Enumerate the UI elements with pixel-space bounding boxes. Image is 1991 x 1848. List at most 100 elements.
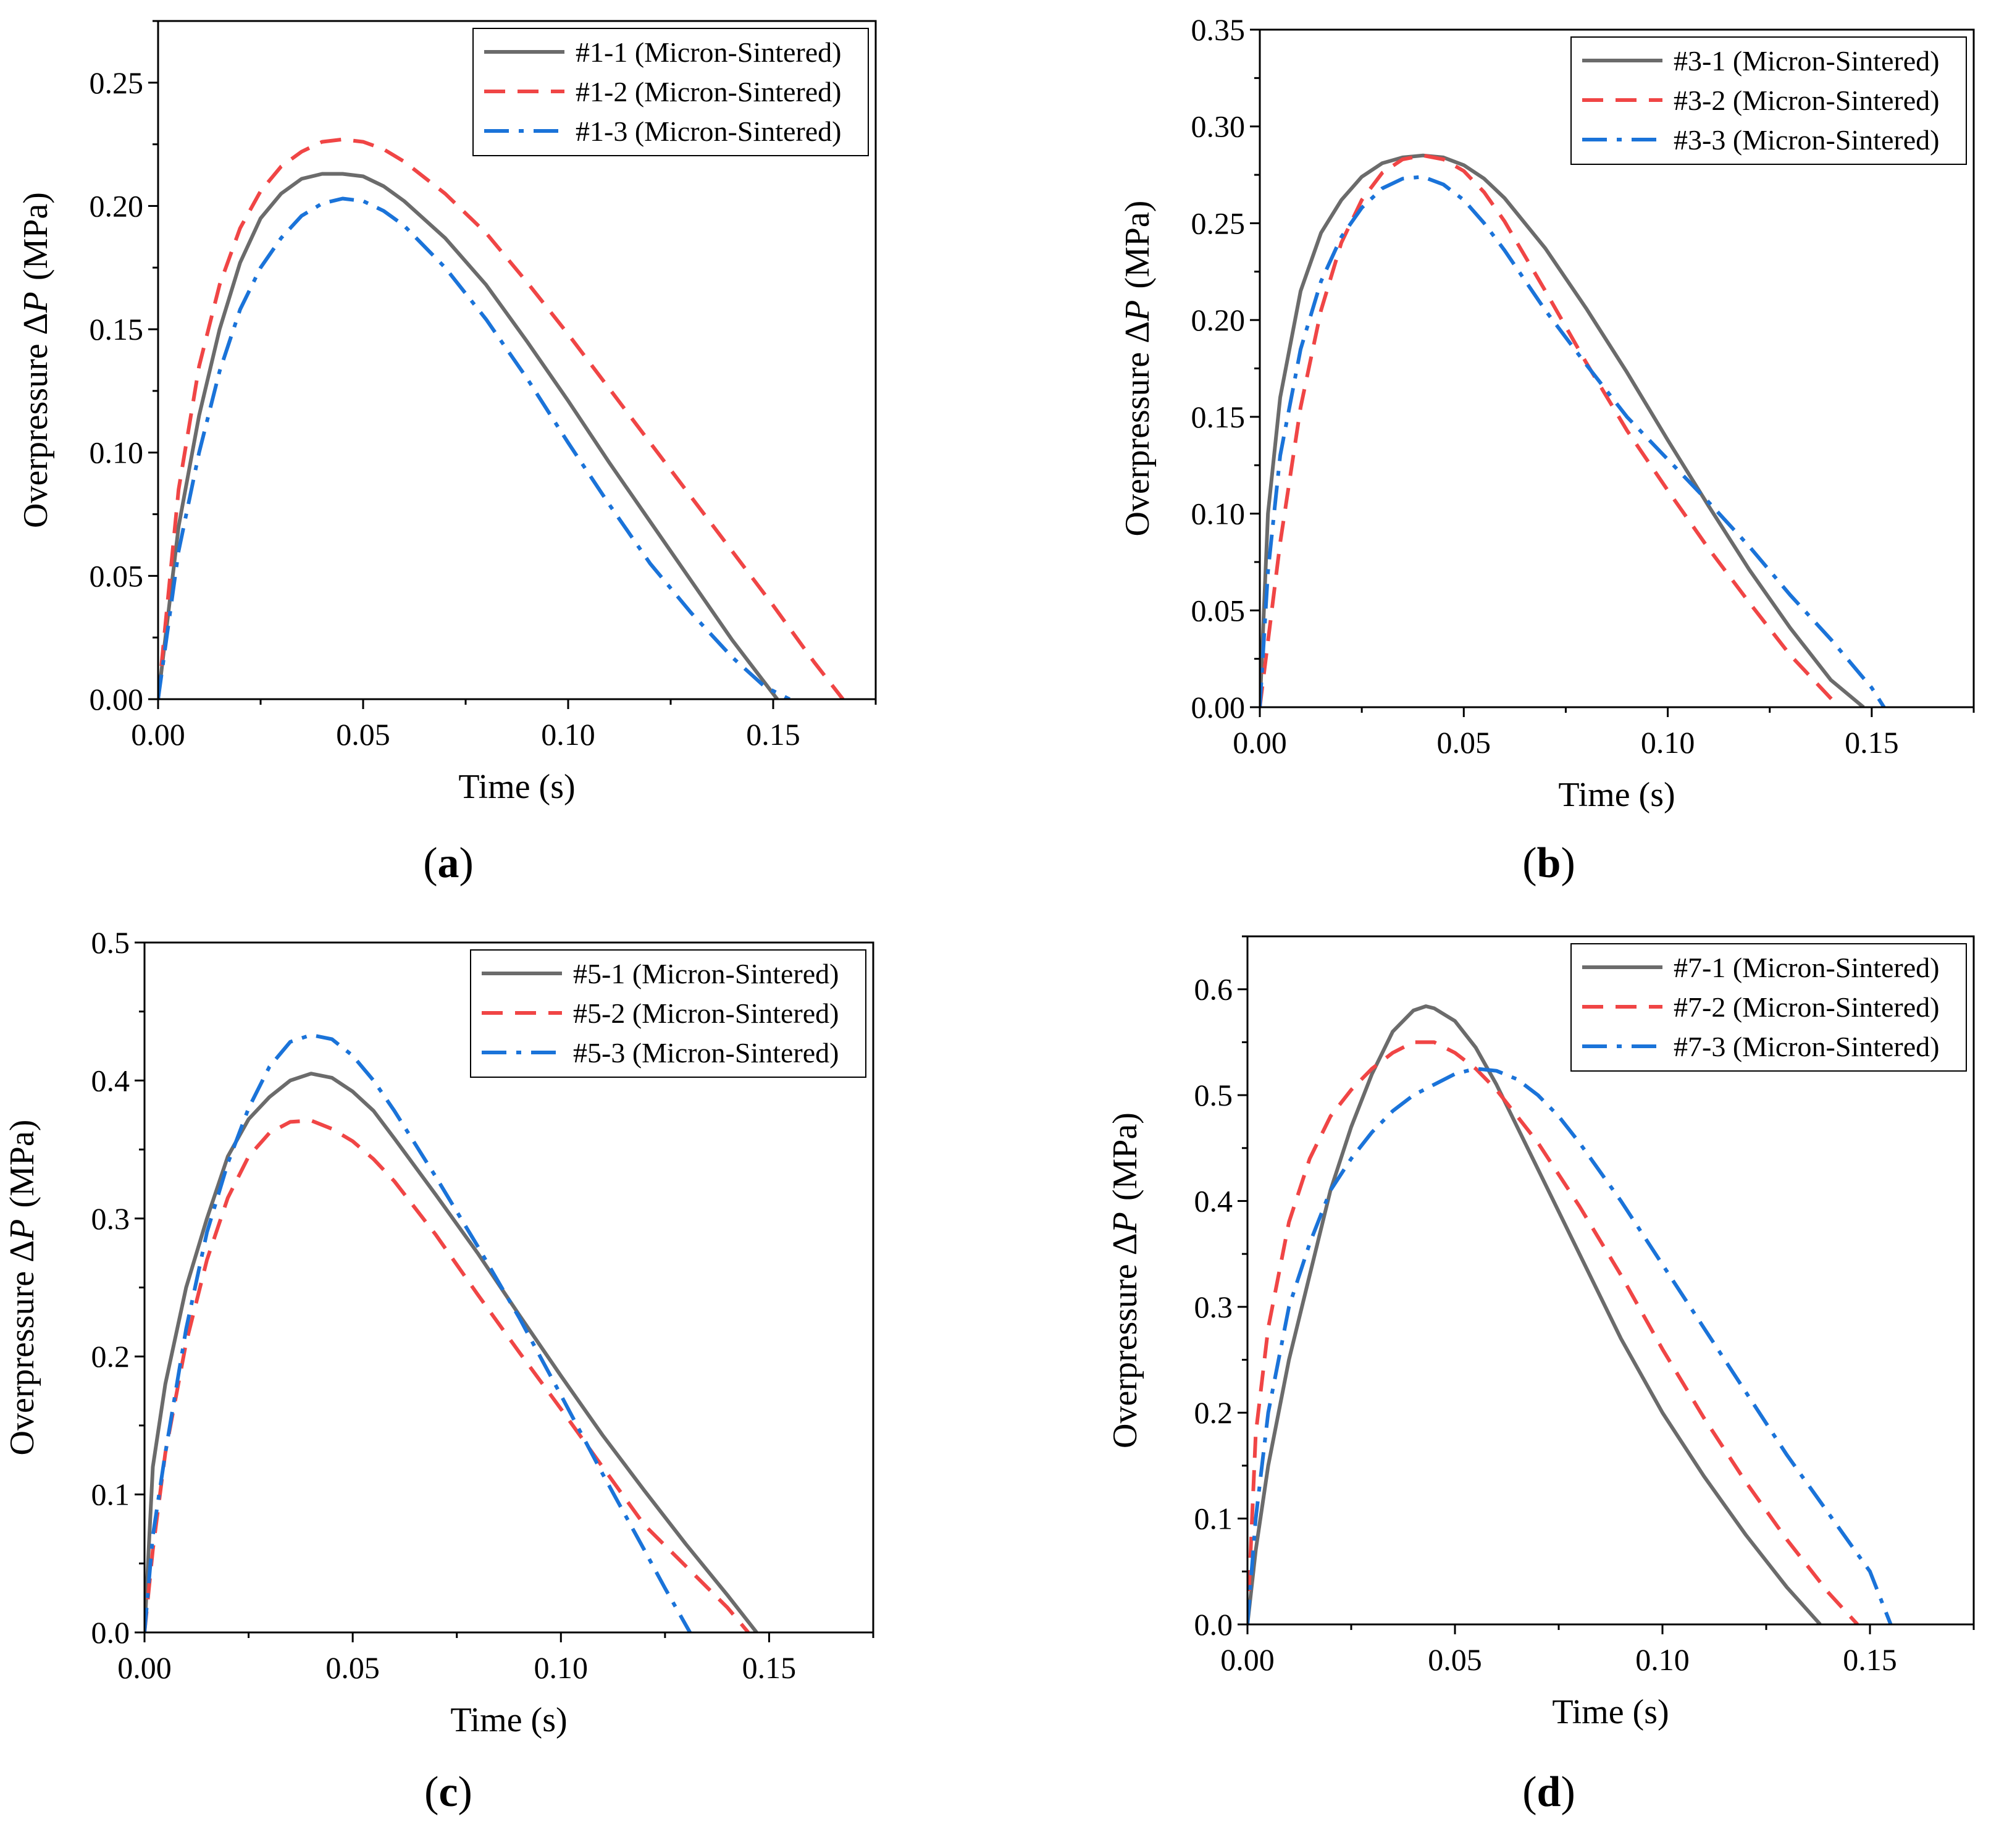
legend: #3-1 (Micron-Sintered) #3-2 (Micron-Sinte… [1570, 36, 1967, 165]
y-tick-label: 0.2 [1194, 1395, 1233, 1430]
y-tick-label: 0.1 [91, 1477, 130, 1512]
x-tick-label: 0.05 [1437, 725, 1491, 760]
chart-panel-b: 0.00 0.05 0.10 0.15 0.00 0.05 0.10 0.15 0.20 0.25… [1118, 12, 1975, 887]
y-tick-label: 0.1 [1194, 1502, 1233, 1536]
y-axis-title: Overpressure ΔP (MPa) [1118, 201, 1157, 537]
panel-caption: (b) [1522, 839, 1575, 887]
legend: #7-1 (Micron-Sintered) #7-2 (Micron-Sinte… [1570, 943, 1967, 1072]
caption-open-paren: ( [424, 1768, 438, 1816]
caption-close-paren: ) [1561, 1768, 1575, 1816]
legend-entry-3: #1-3 (Micron-Sintered) [576, 116, 842, 147]
series-line-3 [1260, 175, 1886, 707]
legend: #1-1 (Micron-Sintered) #1-2 (Micron-Sinte… [472, 28, 869, 156]
x-tick-label: 0.00 [131, 717, 185, 752]
series-line-3 [1247, 1067, 1893, 1624]
y-tick-label: 0.05 [1191, 593, 1246, 628]
x-tick-label: 0.00 [1220, 1642, 1275, 1677]
y-axis-title-unit: (MPa) [1118, 201, 1157, 289]
panel-caption: (c) [424, 1768, 472, 1816]
y-axis-title: Overpressure ΔP (MPa) [1106, 1112, 1144, 1448]
y-axis-title-prefix: Overpressure Δ [17, 313, 55, 528]
chart-panel-a: 0.00 0.05 0.10 0.15 0.00 0.05 0.10 0.15 0.20 0.25… [17, 20, 877, 887]
y-tick-label: 0.20 [1191, 303, 1246, 337]
y-axis-title: Overpressure ΔP (MPa) [17, 192, 55, 528]
series-line-1 [1247, 1004, 1822, 1624]
legend-entry-3: #7-3 (Micron-Sintered) [1674, 1031, 1940, 1062]
caption-close-paren: ) [458, 1768, 472, 1816]
x-tick-label: 0.10 [1635, 1642, 1690, 1677]
caption-open-paren: ( [423, 839, 437, 887]
caption-letter: d [1537, 1768, 1561, 1816]
x-tick-label: 0.00 [117, 1650, 172, 1685]
y-axis-title-variable: P [1106, 1212, 1144, 1233]
x-tick-label: 0.00 [1233, 725, 1287, 760]
legend-box [1570, 36, 1967, 165]
legend-entry-1: #3-1 (Micron-Sintered) [1674, 45, 1940, 77]
chart-panel-c: 0.00 0.05 0.10 0.15 0.0 0.1 0.2 0.3 0.4 0.5 Time (… [3, 925, 874, 1816]
series-line-2 [1247, 1040, 1859, 1624]
x-tick-label: 0.15 [742, 1650, 797, 1685]
legend-box [472, 28, 869, 156]
x-tick-label: 0.05 [336, 717, 390, 752]
y-tick-label: 0.00 [1191, 690, 1246, 724]
plot-frame [157, 20, 877, 700]
x-tick-label: 0.15 [1845, 725, 1899, 760]
x-axis-title: Time (s) [1558, 776, 1675, 814]
y-axis-title-prefix: Overpressure Δ [3, 1240, 41, 1456]
x-tick-label: 0.10 [1641, 725, 1695, 760]
series-line-1 [158, 172, 779, 699]
x-axis-title: Time (s) [458, 768, 575, 806]
caption-open-paren: ( [1522, 1768, 1536, 1816]
plot-frame [1246, 935, 1975, 1626]
series-line-2 [1260, 153, 1841, 707]
x-tick-label: 0.05 [325, 1650, 380, 1685]
y-axis-title-unit: (MPa) [17, 192, 55, 280]
x-tick-label: 0.15 [746, 717, 800, 752]
legend-entry-1: #7-1 (Micron-Sintered) [1674, 952, 1940, 983]
panel-caption: (a) [423, 839, 474, 887]
caption-letter: b [1537, 839, 1561, 887]
y-tick-label: 0.10 [1191, 497, 1246, 531]
legend-entry-3: #3-3 (Micron-Sintered) [1674, 124, 1940, 156]
legend-box [470, 949, 866, 1078]
y-tick-label: 0.3 [1194, 1290, 1233, 1324]
x-axis-title: Time (s) [1552, 1693, 1669, 1731]
y-tick-label: 0.15 [90, 312, 144, 346]
y-tick-label: 0.20 [90, 188, 144, 223]
y-axis-title: Overpressure ΔP (MPa) [3, 1120, 41, 1456]
series-line-2 [145, 1119, 750, 1632]
x-tick-label: 0.10 [534, 1650, 589, 1685]
legend-entry-1: #5-1 (Micron-Sintered) [573, 958, 839, 989]
series-line-3 [158, 196, 790, 699]
y-axis-title-prefix: Overpressure Δ [1118, 321, 1157, 537]
y-tick-label: 0.0 [1194, 1607, 1233, 1642]
y-tick-label: 0.6 [1194, 972, 1233, 1007]
series-line-2 [158, 137, 845, 699]
series-line-1 [145, 1072, 758, 1632]
caption-close-paren: ) [459, 839, 474, 887]
y-tick-label: 0.25 [90, 65, 144, 100]
legend-entry-2: #7-2 (Micron-Sintered) [1674, 991, 1940, 1023]
y-tick-label: 0.5 [1194, 1078, 1233, 1112]
panel-caption: (d) [1522, 1768, 1575, 1816]
legend-entry-2: #1-2 (Micron-Sintered) [576, 76, 842, 107]
y-tick-label: 0.4 [1194, 1183, 1233, 1218]
y-axis-title-prefix: Overpressure Δ [1106, 1233, 1144, 1448]
y-tick-label: 0.25 [1191, 206, 1246, 240]
legend-entry-2: #5-2 (Micron-Sintered) [573, 998, 839, 1029]
caption-close-paren: ) [1561, 839, 1575, 887]
y-tick-label: 0.10 [90, 435, 144, 470]
caption-letter: c [438, 1768, 458, 1816]
caption-letter: a [438, 839, 459, 887]
y-tick-label: 0.30 [1191, 109, 1246, 144]
x-tick-label: 0.05 [1428, 1642, 1482, 1677]
y-axis-title-variable: P [1118, 300, 1157, 322]
y-axis-title-variable: P [3, 1219, 41, 1241]
y-tick-label: 0.35 [1191, 12, 1246, 47]
x-tick-label: 0.15 [1843, 1642, 1897, 1677]
y-tick-label: 0.5 [91, 925, 130, 960]
legend: #5-1 (Micron-Sintered) #5-2 (Micron-Sinte… [470, 949, 866, 1078]
y-tick-label: 0.00 [90, 682, 144, 716]
y-tick-label: 0.0 [91, 1615, 130, 1650]
